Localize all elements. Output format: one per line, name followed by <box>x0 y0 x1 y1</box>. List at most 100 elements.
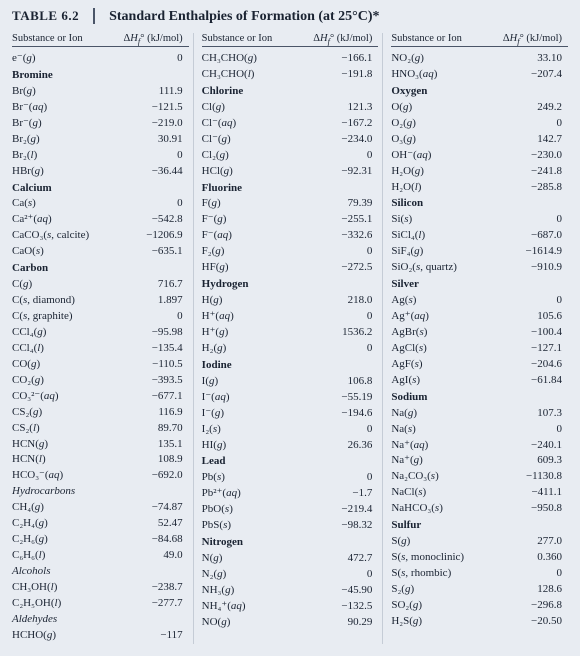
table-row: NaCl(s)−411.1 <box>391 485 568 501</box>
value-cell: 52.47 <box>108 516 188 532</box>
value-cell: 142.7 <box>488 132 568 148</box>
substance-cell: I₂(s) <box>202 422 298 438</box>
value-cell: −110.5 <box>108 357 188 373</box>
value-cell: 0 <box>298 422 378 438</box>
table-row: NO₂(g)33.10 <box>391 51 568 67</box>
table-row: Ca²⁺(aq)−542.8 <box>12 212 189 228</box>
table-row: CCl₄(g)−95.98 <box>12 325 189 341</box>
value-cell: 0 <box>108 148 188 164</box>
substance-cell: Na⁺(aq) <box>391 438 487 454</box>
table-row: I⁻(aq)−55.19 <box>202 390 379 406</box>
substance-cell: HF(g) <box>202 260 298 276</box>
substance-cell: AgI(s) <box>391 373 487 389</box>
substance-cell: Na⁺(g) <box>391 453 487 469</box>
section-heading: Silver <box>391 276 568 293</box>
table-row: H₂O(g)−241.8 <box>391 164 568 180</box>
substance-cell: HCl(g) <box>202 164 298 180</box>
table-row: CO₂(g)−393.5 <box>12 373 189 389</box>
table-row: AgCl(s)−127.1 <box>391 341 568 357</box>
column-header: Substance or IonΔHf° (kJ/mol) <box>202 33 379 47</box>
value-cell: −121.5 <box>108 100 188 116</box>
table-row: NO(g)90.29 <box>202 615 379 631</box>
value-cell: −230.0 <box>488 148 568 164</box>
table-row: Na(g)107.3 <box>391 406 568 422</box>
substance-cell: Pb(s) <box>202 470 298 486</box>
substance-cell: HNO₃(aq) <box>391 67 487 83</box>
substance-cell: C(g) <box>12 277 108 293</box>
substance-cell: Ca(s) <box>12 196 108 212</box>
header-deltah: ΔHf° (kJ/mol) <box>298 33 378 44</box>
value-cell: 0.360 <box>488 550 568 566</box>
table-row: H₂(g)0 <box>202 341 379 357</box>
value-cell: 33.10 <box>488 51 568 67</box>
column-header: Substance or IonΔHf° (kJ/mol) <box>12 33 189 47</box>
value-cell: 121.3 <box>298 100 378 116</box>
value-cell: 0 <box>298 309 378 325</box>
value-cell: −238.7 <box>108 580 188 596</box>
table-row: CS₂(g)116.9 <box>12 405 189 421</box>
value-cell: −241.8 <box>488 164 568 180</box>
value-cell: −219.0 <box>108 116 188 132</box>
section-heading: Bromine <box>12 67 189 84</box>
value-cell: −1130.8 <box>488 469 568 485</box>
table-row: HCl(g)−92.31 <box>202 164 379 180</box>
value-cell: 49.0 <box>108 548 188 564</box>
substance-cell: Ag⁺(aq) <box>391 309 487 325</box>
substance-cell: F⁻(g) <box>202 212 298 228</box>
substance-cell: NaCl(s) <box>391 485 487 501</box>
table-row: HF(g)−272.5 <box>202 260 379 276</box>
value-cell: −1206.9 <box>108 228 188 244</box>
substance-cell: AgF(s) <box>391 357 487 373</box>
substance-cell: CS₂(l) <box>12 421 108 437</box>
substance-cell: I⁻(g) <box>202 406 298 422</box>
table-row: SiCl₄(l)−687.0 <box>391 228 568 244</box>
value-cell: 472.7 <box>298 551 378 567</box>
substance-cell: H₂S(g) <box>391 614 487 630</box>
substance-cell: SiO₂(s, quartz) <box>391 260 487 276</box>
substance-cell: Pb²⁺(aq) <box>202 486 298 502</box>
substance-cell: H⁺(aq) <box>202 309 298 325</box>
substance-cell: N(g) <box>202 551 298 567</box>
value-cell: 128.6 <box>488 582 568 598</box>
substance-cell: H⁺(g) <box>202 325 298 341</box>
table-row: I⁻(g)−194.6 <box>202 406 379 422</box>
substance-cell: SO₂(g) <box>391 598 487 614</box>
table-row: AgI(s)−61.84 <box>391 373 568 389</box>
table-row: HCN(g)135.1 <box>12 437 189 453</box>
table-row: SiO₂(s, quartz)−910.9 <box>391 260 568 276</box>
value-cell: 0 <box>108 51 188 67</box>
table-row: HCHO(g)−117 <box>12 628 189 644</box>
value-cell: −296.8 <box>488 598 568 614</box>
header-substance: Substance or Ion <box>12 33 108 44</box>
substance-cell: AgCl(s) <box>391 341 487 357</box>
value-cell: 108.9 <box>108 452 188 468</box>
substance-cell: S(g) <box>391 534 487 550</box>
table-row: HCN(l)108.9 <box>12 452 189 468</box>
substance-cell: H₂(g) <box>202 341 298 357</box>
table-row: CH₃CHO(g)−166.1 <box>202 51 379 67</box>
table-row: S₂(g)128.6 <box>391 582 568 598</box>
value-cell: −332.6 <box>298 228 378 244</box>
substance-cell: H₂O(l) <box>391 180 487 196</box>
value-cell: 105.6 <box>488 309 568 325</box>
table-row: Ag(s)0 <box>391 293 568 309</box>
substance-cell: S(s, monoclinic) <box>391 550 487 566</box>
substance-cell: HCN(g) <box>12 437 108 453</box>
value-cell: −234.0 <box>298 132 378 148</box>
substance-cell: OH⁻(aq) <box>391 148 487 164</box>
value-cell: −692.0 <box>108 468 188 484</box>
table-row: H₂O(l)−285.8 <box>391 180 568 196</box>
substance-cell: H₂O(g) <box>391 164 487 180</box>
substance-cell: NH₃(g) <box>202 583 298 599</box>
substance-cell: H(g) <box>202 293 298 309</box>
substance-cell: NO₂(g) <box>391 51 487 67</box>
table-row: CH₄(g)−74.87 <box>12 500 189 516</box>
substance-cell: F₂(g) <box>202 244 298 260</box>
value-cell: 716.7 <box>108 277 188 293</box>
value-cell: −1614.9 <box>488 244 568 260</box>
substance-cell: Ag(s) <box>391 293 487 309</box>
value-cell: −411.1 <box>488 485 568 501</box>
substance-cell: NH₄⁺(aq) <box>202 599 298 615</box>
table-row: CCl₄(l)−135.4 <box>12 341 189 357</box>
section-heading: Lead <box>202 453 379 470</box>
